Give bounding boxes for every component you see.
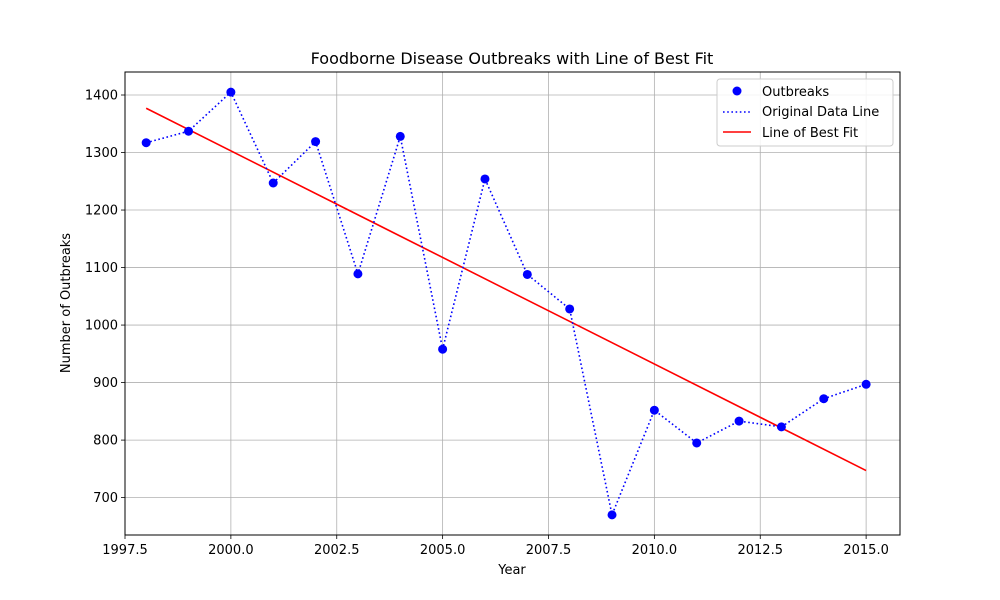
legend-label-original-line: Original Data Line — [762, 105, 879, 120]
outbreak-point — [141, 138, 151, 148]
outbreak-point — [649, 405, 659, 415]
legend-box — [716, 78, 894, 147]
y-axis-ticks: 700 800 900 1000 1100 1200 1300 1400 — [85, 89, 125, 506]
y-tick-label: 800 — [93, 434, 118, 449]
outbreak-point — [607, 510, 617, 520]
y-axis-label: Number of Outbreaks — [59, 233, 74, 373]
legend-label-best-fit: Line of Best Fit — [762, 126, 858, 141]
x-tick-label: 2010.0 — [632, 543, 678, 558]
outbreak-point — [268, 178, 278, 188]
y-tick-label: 1100 — [85, 261, 118, 276]
grid-lines — [124, 72, 900, 535]
outbreak-point — [184, 126, 194, 136]
outbreak-point — [692, 438, 702, 448]
x-tick-label: 2012.5 — [737, 543, 783, 558]
x-tick-label: 2015.0 — [843, 543, 889, 558]
x-axis-label: Year — [497, 563, 526, 578]
outbreak-point — [776, 422, 786, 432]
legend-marker-outbreaks — [732, 86, 742, 96]
chart-title: Foodborne Disease Outbreaks with Line of… — [311, 49, 714, 68]
x-tick-label: 2000.0 — [208, 543, 254, 558]
y-tick-label: 700 — [93, 491, 118, 506]
outbreak-point — [353, 269, 363, 279]
original-data-line — [145, 90, 867, 518]
y-tick-label: 1400 — [85, 89, 118, 104]
outbreak-point — [311, 137, 321, 147]
y-tick-label: 1300 — [85, 146, 118, 161]
y-tick-label: 1200 — [85, 204, 118, 219]
outbreak-point — [226, 87, 236, 97]
x-tick-label: 2005.0 — [420, 543, 466, 558]
outbreak-point — [395, 131, 405, 141]
data-line-layer — [145, 90, 867, 518]
outbreak-point — [522, 269, 532, 279]
outbreak-point — [438, 344, 448, 354]
x-axis-ticks: 1997.5 2000.0 2002.5 2005.0 2007.5 2010.0 2012… — [102, 535, 889, 558]
outbreak-point — [819, 394, 829, 404]
outbreak-point — [565, 304, 575, 314]
legend: Outbreaks Original Data Line Line of Bes… — [716, 78, 894, 147]
plot-frame — [124, 71, 901, 536]
legend-label-outbreaks: Outbreaks — [762, 85, 829, 100]
x-tick-label: 1997.5 — [102, 543, 148, 558]
y-tick-label: 1000 — [85, 319, 118, 334]
y-tick-label: 900 — [93, 376, 118, 391]
x-tick-label: 2002.5 — [314, 543, 360, 558]
outbreak-point — [734, 416, 744, 426]
data-points-layer — [141, 87, 871, 520]
outbreak-point — [861, 379, 871, 389]
outbreak-point — [480, 174, 490, 184]
x-tick-label: 2007.5 — [526, 543, 572, 558]
